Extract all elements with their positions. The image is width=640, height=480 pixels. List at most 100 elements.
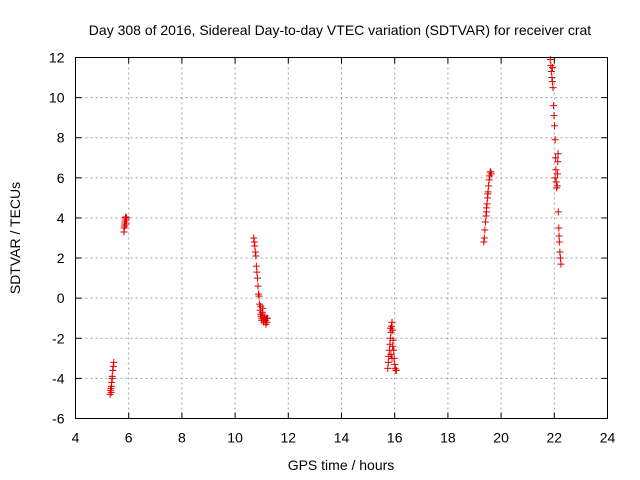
data-point: [553, 182, 561, 190]
data-point: [108, 374, 116, 382]
data-point: [255, 292, 263, 300]
data-point: [257, 302, 265, 310]
data-point: [259, 312, 267, 320]
data-point: [547, 68, 555, 76]
y-tick-label: 6: [57, 170, 65, 186]
data-point: [548, 64, 556, 72]
data-point: [554, 150, 562, 158]
data-point: [250, 234, 258, 242]
y-tick-label: -4: [52, 370, 65, 386]
data-point: [123, 214, 131, 222]
data-point: [550, 112, 558, 120]
data-point: [552, 154, 560, 162]
data-point: [254, 282, 262, 290]
data-point: [555, 224, 563, 232]
data-point: [121, 222, 129, 230]
data-point: [389, 342, 397, 350]
data-point: [109, 366, 117, 374]
data-point: [549, 84, 557, 92]
data-point: [109, 362, 117, 370]
x-tick-label: 8: [178, 430, 186, 446]
x-tick-label: 20: [493, 430, 509, 446]
data-point: [548, 78, 556, 86]
data-point: [384, 358, 392, 366]
x-tick-labels: 4 6 8 10 12 14 16 18 20 22 24: [72, 430, 616, 446]
y-tick-label: 0: [57, 290, 65, 306]
data-point: [551, 136, 559, 144]
data-point: [483, 200, 491, 208]
data-point: [485, 176, 493, 184]
grid: [75, 57, 608, 419]
data-point: [557, 260, 565, 268]
y-tick-labels: -6 -4 -2 0 2 4 6 8 10 12: [49, 50, 65, 427]
data-point: [252, 262, 260, 270]
data-point: [391, 360, 399, 368]
data-point: [487, 170, 495, 178]
y-axis-label: SDTVAR / TECUs: [7, 182, 23, 294]
x-tick-label: 16: [387, 430, 403, 446]
data-point: [554, 158, 562, 166]
axis-ticks: [75, 57, 608, 419]
x-tick-label: 4: [72, 430, 80, 446]
x-axis-label: GPS time / hours: [288, 457, 395, 473]
x-tick-label: 6: [125, 430, 133, 446]
data-points: [106, 56, 565, 398]
data-point: [552, 178, 560, 186]
y-tick-label: -6: [52, 411, 65, 427]
data-point: [253, 274, 261, 282]
data-point: [387, 350, 395, 358]
y-tick-label: 2: [57, 250, 65, 266]
data-point: [555, 232, 563, 240]
x-tick-label: 18: [440, 430, 456, 446]
x-tick-label: 12: [281, 430, 297, 446]
data-point: [388, 354, 396, 362]
data-point: [384, 364, 392, 372]
data-point: [481, 226, 489, 234]
y-tick-label: 8: [57, 130, 65, 146]
data-point: [554, 208, 562, 216]
x-tick-label: 10: [227, 430, 243, 446]
data-point: [555, 238, 563, 246]
data-point: [389, 336, 397, 344]
data-point: [252, 252, 260, 260]
data-point: [481, 218, 489, 226]
data-point: [258, 316, 266, 324]
data-point: [258, 308, 266, 316]
data-point: [548, 74, 556, 82]
data-point: [480, 234, 488, 242]
data-point: [108, 378, 116, 386]
data-point: [250, 238, 258, 246]
chart-title: Day 308 of 2016, Sidereal Day-to-day VTE…: [89, 22, 591, 38]
data-point: [556, 254, 564, 262]
data-point: [251, 242, 259, 250]
data-point: [556, 248, 564, 256]
data-point: [480, 238, 488, 246]
data-point: [386, 324, 394, 332]
data-point: [264, 314, 272, 322]
data-point: [392, 366, 400, 374]
y-tick-label: 12: [49, 50, 65, 66]
data-point: [484, 190, 492, 198]
x-tick-label: 14: [334, 430, 350, 446]
x-tick-label: 22: [547, 430, 563, 446]
data-point: [390, 346, 398, 354]
data-point: [251, 248, 259, 256]
y-tick-label: 10: [49, 90, 65, 106]
data-point: [263, 318, 271, 326]
data-point: [107, 388, 115, 396]
data-point: [110, 358, 118, 366]
y-tick-label: 4: [57, 210, 65, 226]
data-point: [388, 318, 396, 326]
data-point: [253, 268, 261, 276]
data-point: [485, 182, 493, 190]
x-tick-label: 24: [600, 430, 616, 446]
y-tick-label: -2: [52, 330, 65, 346]
data-point: [551, 174, 559, 182]
data-point: [482, 204, 490, 212]
data-point: [552, 166, 560, 174]
data-point: [482, 212, 490, 220]
data-point: [550, 102, 558, 110]
data-point: [553, 170, 561, 178]
data-point: [551, 122, 559, 130]
